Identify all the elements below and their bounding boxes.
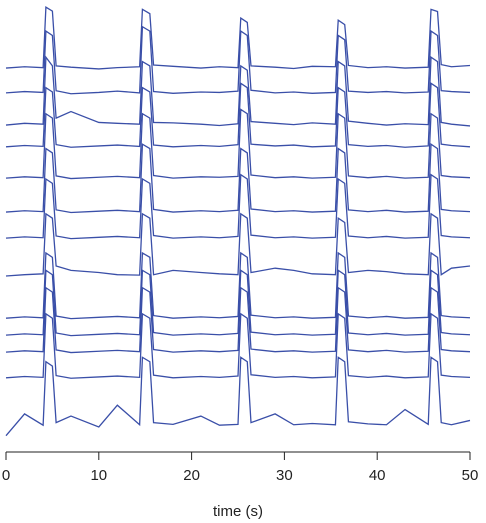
x-axis-label: time (s) bbox=[213, 503, 263, 520]
trace-line bbox=[5, 212, 471, 277]
trace-line bbox=[5, 269, 471, 337]
x-tick-label: 20 bbox=[183, 467, 200, 484]
x-tick-label: 0 bbox=[2, 467, 10, 484]
x-tick-label: 10 bbox=[90, 467, 107, 484]
trace-line bbox=[5, 356, 471, 437]
trace-line bbox=[5, 6, 471, 70]
trace-line bbox=[5, 108, 471, 180]
trace-line bbox=[5, 251, 471, 320]
trace-line bbox=[5, 55, 471, 127]
trace-line bbox=[5, 312, 471, 379]
trace-line bbox=[5, 286, 471, 354]
x-tick-label: 30 bbox=[276, 467, 293, 484]
x-tick-label: 50 bbox=[462, 467, 479, 484]
trace-line bbox=[5, 82, 471, 148]
trace-line bbox=[5, 173, 471, 240]
trace-line bbox=[5, 143, 471, 214]
trace-line bbox=[5, 25, 471, 95]
x-tick-label: 40 bbox=[369, 467, 386, 484]
